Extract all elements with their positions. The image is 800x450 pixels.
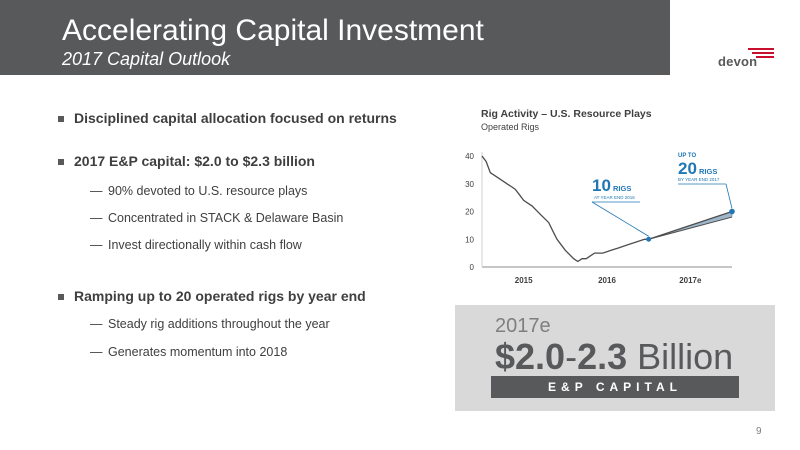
x-tick-label: 2015 xyxy=(515,276,533,285)
chart-title: Rig Activity – U.S. Resource Plays xyxy=(481,108,652,120)
x-tick-label: 2017e xyxy=(679,276,702,285)
annotation-2-note: BY YEAR END 2017 xyxy=(678,177,720,182)
chart-subtitle: Operated Rigs xyxy=(481,122,540,132)
dash: — xyxy=(90,317,103,331)
forecast-line xyxy=(648,210,733,240)
annotation-1-unit: RIGS xyxy=(613,184,631,193)
sub-bullet-3-2: — Generates momentum into 2018 xyxy=(90,345,287,359)
sub-bullet-text: Generates momentum into 2018 xyxy=(108,345,288,359)
capital-amount: $2.0-2.3 Billion xyxy=(495,337,733,377)
sub-bullet-3-1: — Steady rig additions throughout the yea… xyxy=(90,317,330,331)
capital-amount-sep: - xyxy=(565,336,578,377)
sub-bullet-text: Concentrated in STACK & Delaware Basin xyxy=(108,211,344,225)
marker-2016 xyxy=(646,236,652,242)
page-title: Accelerating Capital Investment xyxy=(62,14,484,47)
bullet-1: Disciplined capital allocation focused o… xyxy=(58,110,397,126)
sub-bullet-2-2: — Concentrated in STACK & Delaware Basin xyxy=(90,211,343,225)
annotation-1-note: AT YEAR END 2016 xyxy=(594,195,635,200)
annotation-2-leader xyxy=(725,183,733,209)
bullet-2: 2017 E&P capital: $2.0 to $2.3 billion xyxy=(58,153,315,169)
logo-mark-icon xyxy=(748,48,774,58)
annotation-1-leader xyxy=(591,201,649,237)
capital-label: E&P CAPITAL xyxy=(548,380,682,394)
y-tick-label: 0 xyxy=(470,263,475,272)
page-number: 9 xyxy=(756,426,762,437)
dash: — xyxy=(90,211,103,225)
bullet-3: Ramping up to 20 operated rigs by year e… xyxy=(58,288,366,304)
header-bar: Accelerating Capital Investment 2017 Cap… xyxy=(0,0,670,75)
capital-amount-unit: Billion xyxy=(627,336,734,377)
y-tick-label: 10 xyxy=(465,235,474,244)
capital-callout: 2017e $2.0-2.3 Billion E&P CAPITAL xyxy=(455,305,775,411)
sub-bullet-text: Steady rig additions throughout the year xyxy=(108,317,330,331)
sub-bullet-text: Invest directionally within cash flow xyxy=(108,238,302,252)
forecast-lower-line xyxy=(648,216,733,240)
sub-bullet-2-3: — Invest directionally within cash flow xyxy=(90,238,302,252)
annotation-2-prefix: UP TO xyxy=(678,153,696,159)
annotation-1-number: 10 xyxy=(592,176,611,195)
capital-label-bar: E&P CAPITAL xyxy=(491,376,739,398)
dash: — xyxy=(90,238,103,252)
logo-text: devon xyxy=(718,54,758,69)
dash: — xyxy=(90,184,103,198)
devon-logo: devon xyxy=(718,48,778,70)
y-tick-label: 40 xyxy=(465,152,474,161)
page-subtitle: 2017 Capital Outlook xyxy=(62,49,231,69)
sub-bullet-text: 90% devoted to U.S. resource plays xyxy=(108,184,308,198)
capital-amount-low: $2.0 xyxy=(495,336,566,377)
annotation-2-number: 20 xyxy=(678,159,697,178)
marker-2017 xyxy=(729,208,735,215)
sub-bullet-2-1: — 90% devoted to U.S. resource plays xyxy=(90,184,307,198)
rig-history-line xyxy=(481,155,649,263)
x-tick-label: 2016 xyxy=(598,276,616,285)
annotation-2-unit: RIGS xyxy=(699,167,717,176)
y-tick-label: 30 xyxy=(465,180,474,189)
dash: — xyxy=(90,345,103,359)
y-tick-label: 20 xyxy=(465,208,474,217)
capital-amount-high: 2.3 xyxy=(577,336,628,377)
capital-year: 2017e xyxy=(495,315,551,337)
